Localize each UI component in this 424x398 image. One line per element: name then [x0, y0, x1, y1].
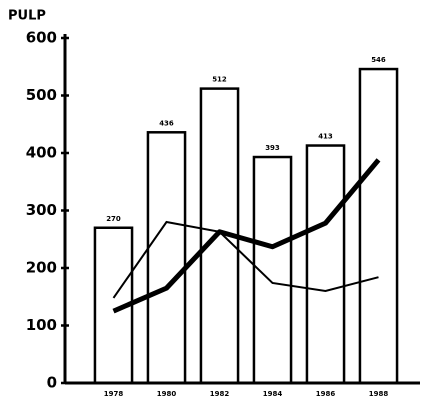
y-tick-label: 100	[26, 316, 57, 334]
x-tick-label: 1982	[210, 390, 230, 398]
bar	[358, 67, 399, 385]
x-tick-label: 1986	[316, 390, 336, 398]
line	[112, 158, 381, 314]
value-label: 546	[371, 56, 386, 64]
y-axis-label: PULP	[8, 9, 46, 24]
y-tick-label: 200	[26, 259, 57, 277]
y-tick-label: 0	[47, 374, 57, 392]
y-tick-label: 400	[26, 144, 57, 162]
y-tick-label: 600	[26, 29, 57, 47]
value-label: 270	[106, 215, 121, 223]
y-tick-label: 300	[26, 201, 57, 219]
x-tick-label: 1980	[157, 390, 177, 398]
x-tick-label: 1978	[104, 390, 124, 398]
value-label: 436	[159, 119, 174, 127]
bar	[305, 144, 346, 385]
value-label: 512	[212, 76, 227, 84]
line	[112, 220, 379, 299]
x-tick-label: 1984	[263, 390, 283, 398]
value-label: 393	[265, 144, 280, 152]
value-label: 413	[318, 133, 333, 141]
y-tick-label: 500	[26, 86, 57, 104]
bar	[146, 131, 187, 385]
x-tick-label: 1988	[369, 390, 389, 398]
